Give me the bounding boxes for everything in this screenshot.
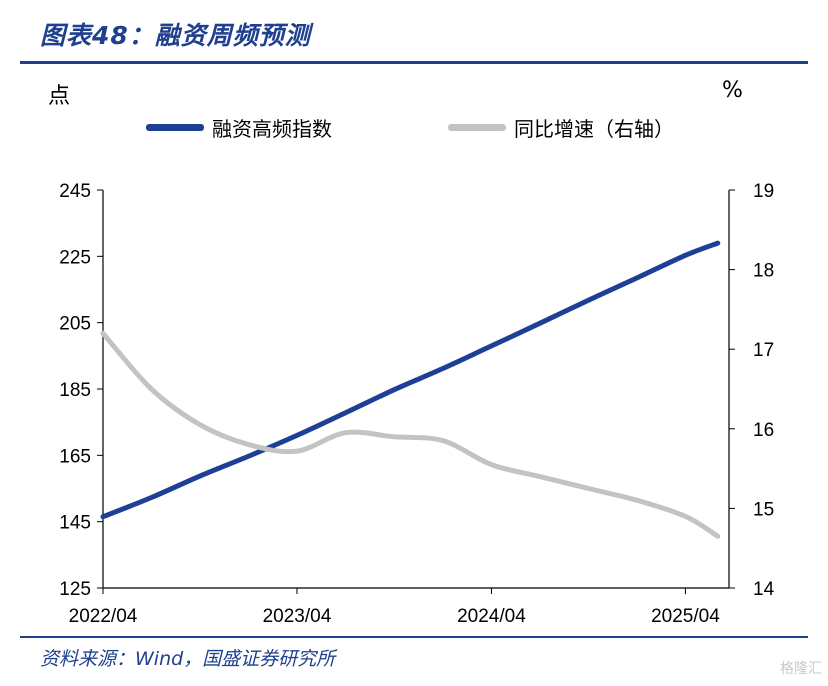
right-tick-label: 17 (753, 340, 774, 361)
left-tick-label: 225 (59, 247, 91, 268)
x-tick-label: 2024/04 (457, 606, 526, 627)
right-tick-label: 16 (753, 420, 774, 441)
left-tick-label: 145 (59, 513, 91, 534)
source-note: 资料来源：Wind，国盛证券研究所 (40, 648, 336, 670)
x-tick-label: 2022/04 (69, 606, 138, 627)
source-divider (20, 636, 808, 638)
legend-item-growth: 同比增速（右轴） (448, 112, 674, 142)
legend-swatch-growth (448, 123, 506, 131)
title-divider (20, 61, 808, 64)
right-axis-unit: % (722, 78, 743, 103)
legend-swatch-index (146, 123, 204, 131)
chart-title: 图表48：融资周频预测 (40, 21, 311, 50)
left-tick-label: 165 (59, 446, 91, 467)
watermark-text: 格隆汇 (780, 661, 822, 677)
left-tick-label: 125 (59, 579, 91, 600)
right-tick-label: 18 (753, 261, 774, 282)
legend-label-growth: 同比增速（右轴） (514, 116, 674, 141)
series-line-growth (100, 330, 721, 539)
legend-item-index: 融资高频指数 (146, 112, 332, 142)
left-tick-label: 185 (59, 380, 91, 401)
right-tick-label: 14 (753, 579, 775, 600)
series-line-index (100, 240, 721, 520)
right-tick-label: 15 (753, 499, 774, 520)
right-tick-label: 19 (753, 181, 774, 202)
x-tick-label: 2023/04 (263, 606, 332, 627)
left-tick-label: 245 (59, 181, 91, 202)
left-tick-label: 205 (59, 314, 91, 335)
left-axis-unit: 点 (48, 84, 71, 109)
x-tick-label: 2025/04 (651, 606, 720, 627)
legend-label-index: 融资高频指数 (212, 116, 332, 141)
